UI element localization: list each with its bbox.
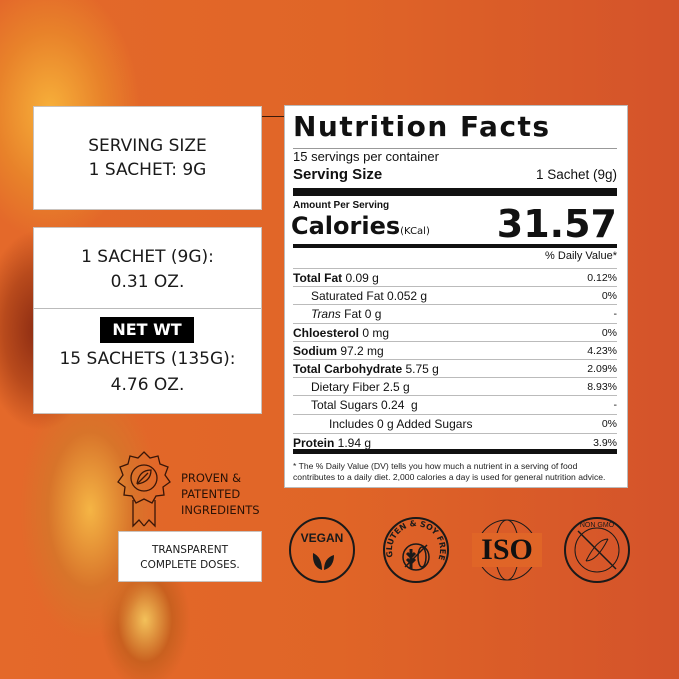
nutrient-italic: Trans (311, 307, 341, 322)
proven-line: INGREDIENTS (181, 503, 260, 517)
nutrient-row: Includes 0 g Added Sugars 0% (293, 413, 617, 432)
nutrient-amount: 5.75 g (402, 362, 439, 376)
nutrient-amount: Total Sugars 0.24 g (311, 398, 418, 413)
nutrient-name: Includes 0 g Added Sugars (293, 415, 472, 432)
daily-value-percent: 0% (601, 417, 617, 430)
nutrient-amount: Dietary Fiber 2.5 g (311, 380, 410, 395)
nutrient-name: Dietary Fiber 2.5 g (293, 378, 410, 395)
serving-size-value: 1 Sachet (9g) (535, 167, 617, 182)
transparent-line: COMPLETE DOSES. (140, 559, 240, 571)
leaf-icon (312, 553, 334, 570)
servings-per-container: 15 servings per container (293, 149, 439, 164)
nutrient-row: Total Fat 0.09 g 0.12% (293, 268, 617, 286)
total-weight: 15 SACHETS (135G): (59, 349, 236, 369)
nutrient-bold: Sodium (293, 343, 337, 358)
nutrient-name: Total Carbohydrate 5.75 g (293, 360, 439, 377)
nutrient-row: Chloesterol 0 mg 0% (293, 322, 617, 341)
nutrient-row: Protein 1.94 g 3.9% (293, 432, 617, 451)
daily-value-percent: - (613, 399, 618, 412)
divider (34, 308, 261, 309)
non-gmo-text: NON GMO (580, 522, 615, 529)
thick-divider (293, 449, 617, 454)
connector-line (261, 116, 285, 117)
daily-value-percent: 2.09% (587, 363, 617, 375)
nutrition-facts-panel: Nutrition Facts 15 servings per containe… (284, 105, 628, 488)
serving-size-box: SERVING SIZE 1 SACHET: 9G (33, 106, 262, 210)
dna-graphic: NON GMO (574, 522, 620, 573)
iso-text: ISO (472, 533, 542, 567)
calories-value: 31.57 (496, 202, 617, 246)
nutrient-name: Saturated Fat 0.052 g (293, 287, 427, 304)
daily-value-percent: 4.23% (587, 344, 617, 357)
daily-value-percent: - (613, 308, 618, 321)
divider (293, 148, 617, 149)
iso-globe-icon: ISO (472, 517, 542, 583)
sachet-weight-oz: 0.31 OZ. (110, 272, 185, 292)
nutrient-amount: 97.2 mg (337, 343, 384, 358)
nutrient-amount: 0.09 g (342, 271, 379, 285)
non-gmo-dna-icon: NON GMO (564, 517, 630, 583)
nutrient-amount: 1.94 g (334, 435, 372, 450)
calories-label: Calories(KCal) (291, 212, 430, 240)
nutrient-row: Total Sugars 0.24 g - (293, 395, 617, 413)
thick-divider (293, 244, 617, 248)
proven-line: PROVEN & (181, 471, 242, 485)
nutrient-bold: Protein (293, 435, 335, 450)
net-wt-badge: NET WT (100, 317, 194, 343)
gluten-soy-text: GLUTEN & SOY FREE (385, 519, 447, 561)
nutrient-row: Saturated Fat 0.052 g 0% (293, 286, 617, 304)
proven-line: PATENTED (181, 487, 241, 501)
nutrient-name: Total Fat 0.09 g (293, 269, 379, 286)
nutrient-bold: Chloesterol (293, 325, 360, 340)
daily-value-percent: 0% (601, 326, 617, 339)
nutrient-amount: Saturated Fat 0.052 g (311, 289, 428, 304)
daily-value-percent: 8.93% (587, 381, 617, 394)
nutrient-name: Sodium 97.2 mg (293, 342, 384, 359)
nutrient-name: Total Sugars 0.24 g (293, 396, 418, 413)
nutrient-row: Sodium 97.2 mg 4.23% (293, 340, 617, 359)
award-ribbon-leaf-icon (117, 451, 171, 528)
nutrient-name: Protein 1.94 g (293, 434, 371, 451)
nutrient-bold: Total Carbohydrate (293, 362, 403, 376)
vegan-text: VEGAN (300, 531, 344, 545)
daily-value-percent: 0% (601, 290, 617, 303)
total-weight-oz: 4.76 OZ. (110, 375, 185, 395)
daily-value-percent: 3.9% (593, 436, 617, 449)
nutrient-row: Dietary Fiber 2.5 g 8.93% (293, 377, 617, 395)
thick-divider (293, 188, 617, 196)
nutrition-title: Nutrition Facts (293, 110, 551, 143)
amount-per-serving: Amount Per Serving (293, 200, 390, 211)
nutrient-row: Trans Fat 0 g - (293, 304, 617, 322)
nutrient-amount: 0 mg (359, 325, 390, 340)
nutrient-name: Trans Fat 0 g (293, 305, 381, 322)
daily-value-header: % Daily Value* (545, 250, 617, 262)
nutrient-amount: Includes 0 g Added Sugars (329, 416, 473, 431)
nutrient-amount: Fat 0 g (340, 307, 382, 322)
footnote: * The % Daily Value (DV) tells you how m… (293, 461, 606, 482)
gluten-soy-graphic: GLUTEN & SOY FREE (385, 519, 447, 571)
nutrient-name: Chloesterol 0 mg (293, 324, 389, 341)
proven-text: PROVEN & PATENTED INGREDIENTS (181, 470, 260, 518)
daily-value-percent: 0.12% (587, 272, 617, 284)
net-weight-box: 1 SACHET (9G): 0.31 OZ. NET WT 15 SACHET… (33, 227, 262, 414)
transparent-doses-box: TRANSPARENT COMPLETE DOSES. (118, 531, 262, 582)
serving-size-label: Serving Size (293, 166, 383, 183)
svg-text:GLUTEN & SOY FREE: GLUTEN & SOY FREE (385, 519, 447, 561)
calories-text: Calories (291, 212, 401, 240)
serving-size-label: SERVING SIZE (88, 136, 207, 156)
calories-unit: (KCal) (400, 226, 430, 237)
gluten-soy-free-icon: GLUTEN & SOY FREE (383, 517, 449, 583)
nutrient-bold: Total Fat (293, 271, 343, 285)
serving-size-value: 1 SACHET: 9G (88, 160, 207, 180)
sachet-weight: 1 SACHET (9G): (81, 247, 214, 267)
nutrient-row: Total Carbohydrate 5.75 g 2.09% (293, 359, 617, 377)
transparent-line: TRANSPARENT (151, 544, 229, 556)
vegan-leaf-icon: VEGAN (289, 517, 355, 583)
